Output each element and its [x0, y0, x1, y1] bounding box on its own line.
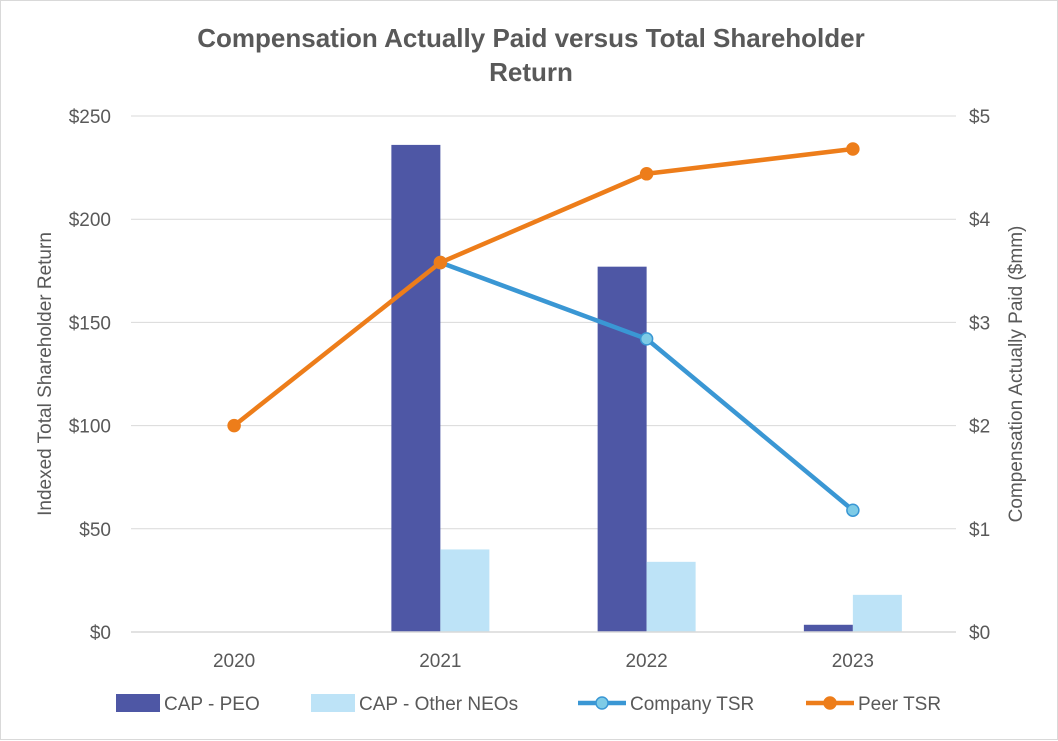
left-tick-label: $250 — [69, 107, 111, 128]
point-peer-tsr — [227, 418, 241, 433]
right-axis-title: Compensation Actually Paid ($mm) — [1006, 226, 1027, 523]
right-tick-label: $1 — [969, 520, 990, 541]
right-tick-label: $3 — [969, 313, 990, 334]
x-tick-label: 2021 — [419, 651, 461, 672]
right-tick-label: $4 — [969, 210, 991, 231]
legend-label-cap-other-neos: CAP - Other NEOs — [359, 694, 518, 715]
left-axis-title: Indexed Total Shareholder Return — [35, 232, 56, 516]
x-tick-label: 2023 — [832, 651, 874, 672]
left-tick-label: $100 — [69, 417, 111, 438]
legend-swatch-cap-other-neos — [311, 694, 355, 712]
line-peer-tsr — [231, 146, 856, 428]
right-tick-label: $0 — [969, 623, 990, 644]
bar-cap-other-neos — [440, 549, 490, 632]
chart-title-line-2: Return — [489, 57, 573, 87]
bar-cap-peo — [391, 144, 441, 632]
left-tick-label: $150 — [69, 313, 111, 334]
point-peer-tsr — [846, 142, 860, 156]
right-tick-label: $2 — [969, 417, 990, 438]
lines — [227, 142, 860, 517]
legend-marker-company-tsr — [595, 696, 609, 710]
chart-title-line-1: Compensation Actually Paid versus Total … — [197, 23, 865, 53]
gridlines — [131, 115, 956, 530]
legend: CAP - PEO CAP - Other NEOs Company TSR Peer… — [116, 694, 941, 715]
legend-label-peer-tsr: Peer TSR — [858, 694, 941, 715]
bars — [391, 144, 902, 632]
axes: $0 $50 $100 $150 $200 $250 $0 $1 $2 $3 $4 $5 2020 202… — [69, 107, 991, 672]
x-tick-label: 2022 — [625, 651, 667, 672]
bar-cap-peo — [803, 624, 853, 632]
x-tick-label: 2020 — [213, 651, 255, 672]
right-tick-label: $5 — [969, 107, 990, 128]
left-tick-label: $0 — [90, 623, 111, 644]
point-peer-tsr — [433, 255, 448, 270]
bar-cap-other-neos — [646, 561, 696, 632]
point-peer-tsr — [639, 167, 654, 181]
left-tick-label: $200 — [69, 210, 111, 231]
legend-label-company-tsr: Company TSR — [630, 694, 754, 715]
legend-label-cap-peo: CAP - PEO — [164, 694, 260, 715]
point-company-tsr — [639, 332, 654, 346]
left-tick-label: $50 — [79, 520, 111, 541]
legend-swatch-cap-peo — [116, 694, 160, 712]
point-company-tsr — [846, 503, 860, 517]
legend-marker-peer-tsr — [823, 696, 837, 710]
bar-cap-other-neos — [852, 594, 902, 632]
